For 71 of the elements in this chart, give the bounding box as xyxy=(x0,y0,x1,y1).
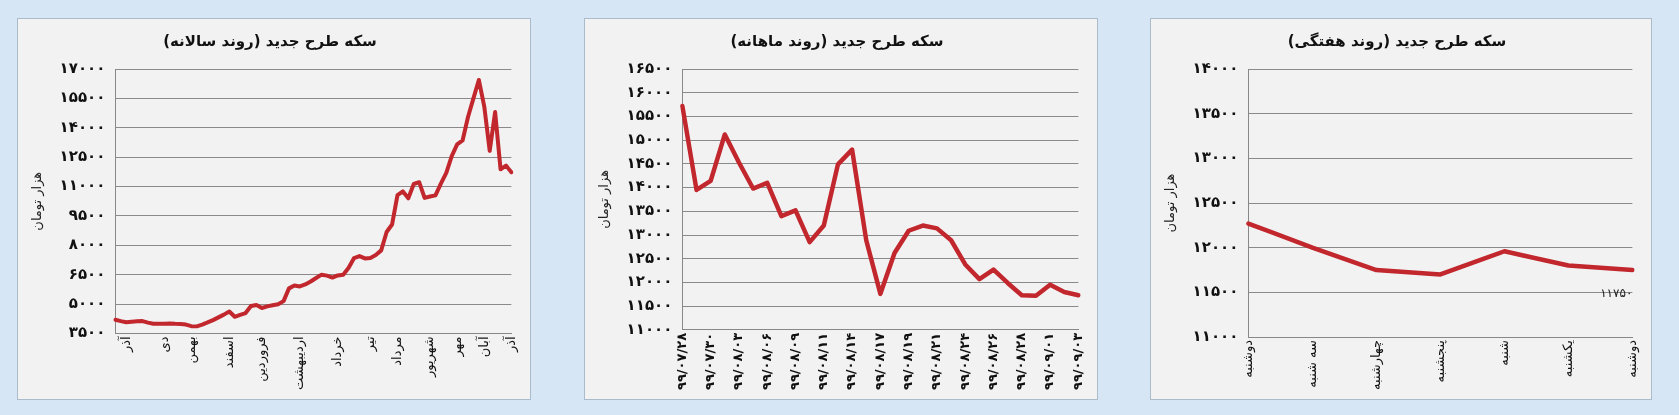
y-tick-label: ۸۰۰۰ xyxy=(68,235,106,254)
y-axis-title: هزار تومان xyxy=(596,169,613,229)
y-tick-label: ۱۴۰۰۰ xyxy=(1192,58,1239,77)
x-tick-label: ۹۹/۰۸/۱۷ xyxy=(871,332,887,391)
x-tick-label: ۹۹/۰۹/۰۱ xyxy=(1041,332,1057,391)
y-tick-label: ۱۲۰۰۰ xyxy=(626,272,673,291)
y-tick-label: ۱۳۵۰۰ xyxy=(1192,103,1239,122)
x-tick-label: ۹۹/۰۷/۲۸ xyxy=(673,332,689,391)
y-tick-label: ۱۴۵۰۰ xyxy=(626,153,673,172)
x-tick-label: ۹۹/۰۸/۱۱ xyxy=(815,332,831,391)
y-tick-label: ۱۱۰۰۰ xyxy=(1192,326,1239,345)
chart-title: سکه طرح جدید (روند هفتگی) xyxy=(1287,31,1507,50)
x-tick-label: دوشنبه xyxy=(1623,339,1640,378)
x-tick-label: یکشنبه xyxy=(1559,339,1575,378)
x-tick-label: ۹۹/۰۸/۲۴ xyxy=(956,332,972,391)
x-tick-label: ۹۹/۰۸/۰۶ xyxy=(758,332,774,391)
y-tick-label: ۱۱۵۰۰ xyxy=(626,296,673,315)
x-tick-label: شهریور xyxy=(421,336,438,379)
x-tick-label: ۹۹/۰۸/۲۱ xyxy=(928,332,944,391)
x-tick-label: پنجشنبه xyxy=(1431,339,1447,383)
x-tick-label: ۹۹/۰۸/۲۶ xyxy=(984,332,1000,391)
y-tick-label: ۱۱۵۰۰ xyxy=(1192,282,1239,301)
y-tick-label: ۱۳۰۰۰ xyxy=(1192,148,1239,167)
x-tick-label: آبان xyxy=(474,335,491,358)
x-tick-label: بهمن xyxy=(182,336,199,364)
x-tick-label: شنبه xyxy=(1495,340,1511,366)
chart-title: سکه طرح جدید (روند سالانه) xyxy=(163,31,377,50)
x-tick-label: مهر xyxy=(448,336,465,358)
x-tick-label: چهارشنبه xyxy=(1367,340,1384,391)
y-tick-label: ۳۵۰۰ xyxy=(68,323,106,342)
y-axis-title: هزار تومان xyxy=(1162,173,1179,233)
data-label: ۱۱۷۵۰ xyxy=(1600,286,1633,301)
x-tick-label: فروردین xyxy=(253,336,270,382)
y-tick-label: ۹۵۰۰ xyxy=(68,205,106,224)
x-tick-label: ۹۹/۰۸/۱۹ xyxy=(900,332,916,391)
y-tick-label: ۱۷۰۰۰ xyxy=(59,58,106,77)
y-tick-label: ۱۴۰۰۰ xyxy=(59,117,106,136)
y-tick-label: ۱۶۰۰۰ xyxy=(626,82,673,101)
y-tick-label: ۱۴۰۰۰ xyxy=(626,177,673,196)
y-tick-label: ۶۵۰۰ xyxy=(68,264,106,283)
y-tick-label: ۱۲۵۰۰ xyxy=(626,248,673,267)
x-tick-label: ۹۹/۰۸/۰۹ xyxy=(786,332,802,391)
x-tick-label: ۹۹/۰۸/۲۸ xyxy=(1013,332,1029,391)
x-tick-label: ۹۹/۰۹/۰۳ xyxy=(1069,332,1085,391)
x-tick-label: ۹۹/۰۸/۰۳ xyxy=(730,332,746,391)
x-tick-label: ۹۹/۰۸/۱۴ xyxy=(843,332,859,391)
x-tick-label: اردیبهشت xyxy=(291,336,308,390)
y-tick-label: ۱۵۵۰۰ xyxy=(626,106,673,125)
x-tick-label: تیر xyxy=(361,336,378,353)
x-tick-label: سه شنبه xyxy=(1303,340,1319,388)
y-tick-label: ۱۵۰۰۰ xyxy=(626,130,673,149)
y-tick-label: ۵۰۰۰ xyxy=(68,293,106,312)
y-tick-label: ۱۳۵۰۰ xyxy=(626,201,673,220)
y-tick-label: ۱۶۵۰۰ xyxy=(626,58,673,77)
y-tick-label: ۱۵۵۰۰ xyxy=(59,88,106,107)
y-tick-label: ۱۲۰۰۰ xyxy=(1192,237,1239,256)
y-tick-label: ۱۳۰۰۰ xyxy=(626,224,673,243)
x-tick-label: آذر xyxy=(501,335,519,354)
y-tick-label: ۱۲۵۰۰ xyxy=(59,147,106,166)
y-tick-label: ۱۲۵۰۰ xyxy=(1192,192,1239,211)
y-tick-label: ۱۱۰۰۰ xyxy=(626,319,673,338)
y-tick-label: ۱۱۰۰۰ xyxy=(59,176,106,195)
x-tick-label: مرداد xyxy=(388,336,405,366)
x-tick-label: آذر xyxy=(116,335,134,354)
x-tick-label: دی xyxy=(155,336,171,353)
y-axis-title: هزار تومان xyxy=(29,171,46,231)
x-tick-label: اسفند xyxy=(220,336,236,369)
chart-title: سکه طرح جدید (روند ماهانه) xyxy=(730,31,944,50)
x-tick-label: خرداد xyxy=(329,336,346,367)
x-tick-label: ۹۹/۰۷/۳۰ xyxy=(702,332,718,391)
x-tick-label: دوشنبه xyxy=(1239,339,1256,378)
